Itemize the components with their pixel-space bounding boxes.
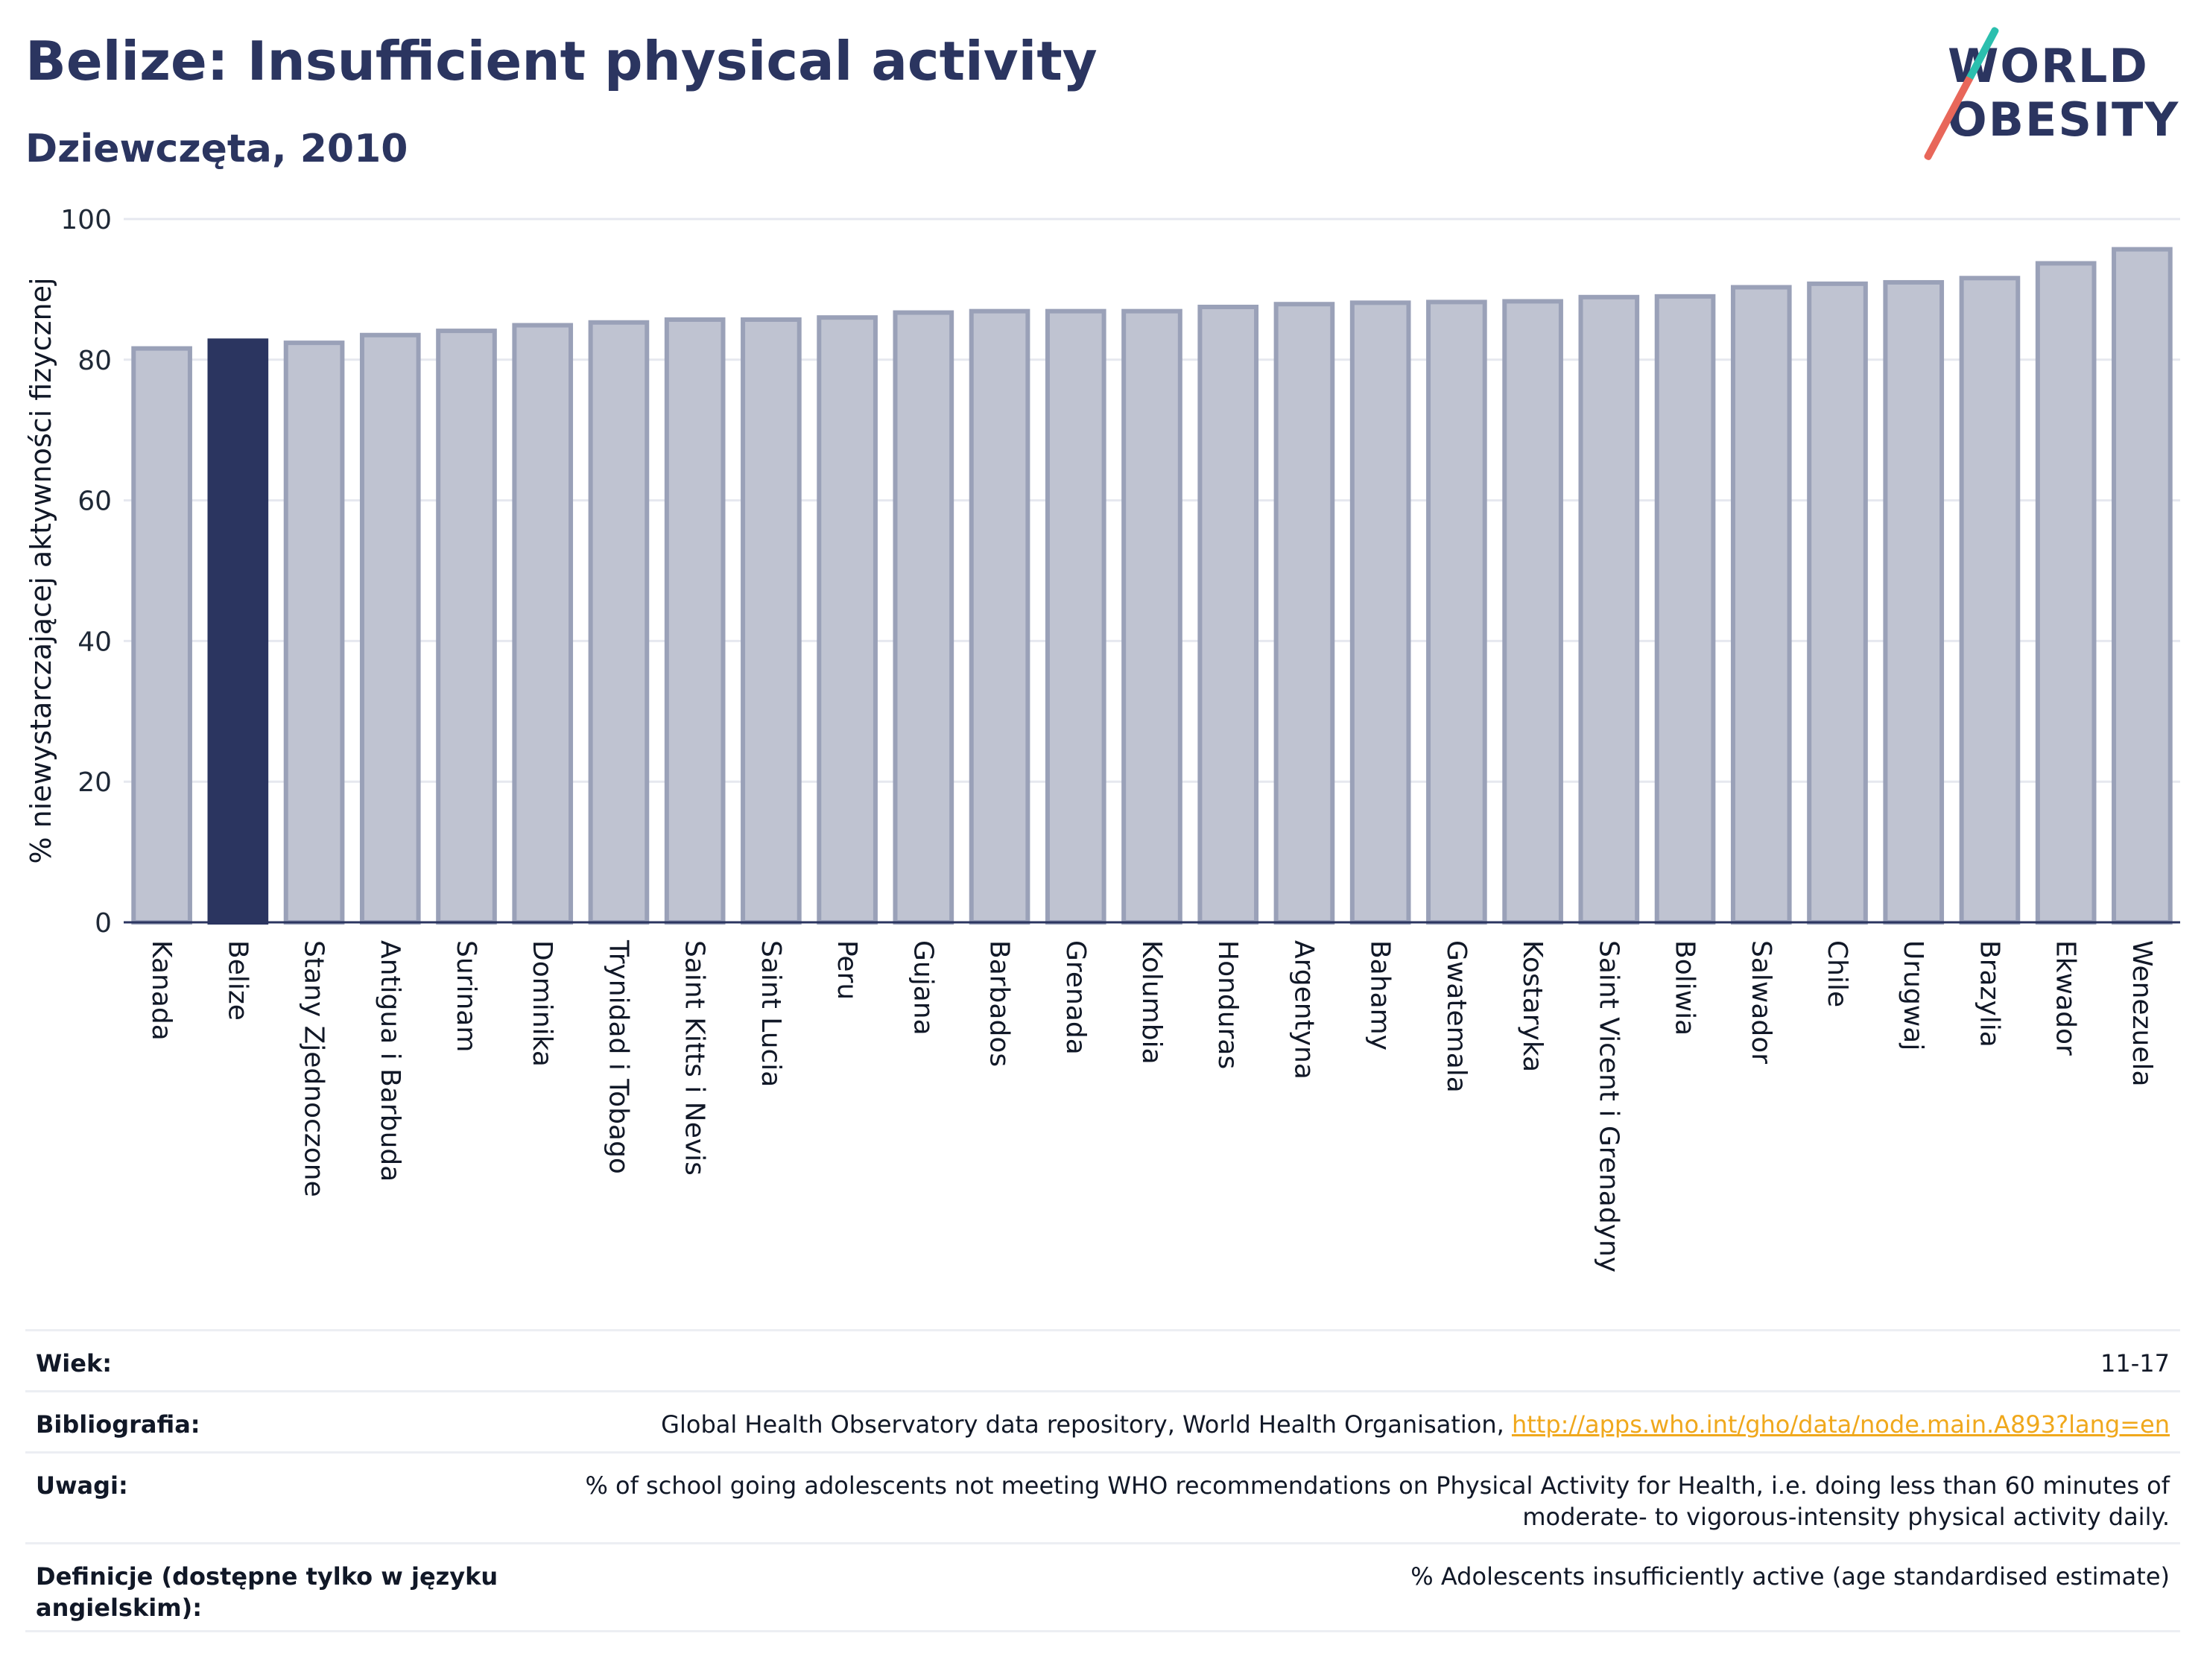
meta-definitions-label: Definicje (dostępne tylko w języku angie…: [36, 1561, 498, 1623]
x-tick-label: Stany Zjednoczone: [299, 940, 329, 1197]
y-tick-label: 60: [77, 486, 112, 517]
x-tick-label: Saint Vicent i Grenadyny: [1593, 940, 1624, 1272]
metadata-table: Wiek: 11-17 Bibliografia: Global Health …: [25, 1329, 2180, 1642]
y-tick-label: 0: [95, 908, 112, 939]
y-axis-label: % niewystarczającej aktywności fizycznej: [25, 277, 57, 863]
bar: [436, 329, 497, 925]
meta-row-definitions: Definicje (dostępne tylko w języku angie…: [25, 1542, 2180, 1632]
meta-bibliography-label: Bibliografia:: [36, 1410, 200, 1439]
x-tick-label: Urugwaj: [1898, 940, 1928, 1050]
meta-notes-label: Uwagi:: [36, 1471, 128, 1500]
x-tick-label: Argentyna: [1288, 940, 1319, 1080]
world-obesity-logo: WORLD OBESITY: [1923, 26, 2191, 164]
x-tick-label: Honduras: [1212, 940, 1243, 1069]
x-tick-label: Kolumbia: [1136, 940, 1167, 1065]
meta-age-label: Wiek:: [36, 1349, 113, 1378]
x-tick-label: Boliwia: [1670, 940, 1700, 1036]
meta-notes-value: % of school going adolescents not meetin…: [585, 1470, 2170, 1532]
bar: [512, 323, 574, 925]
bar: [741, 317, 802, 925]
meta-bibliography-value: Global Health Observatory data repositor…: [661, 1409, 2170, 1440]
chart-title: Belize: Insufficient physical activity: [25, 30, 1098, 92]
bar: [1197, 305, 1259, 925]
x-tick-label: Trynidad i Tobago: [603, 939, 633, 1174]
bar: [1121, 308, 1182, 925]
bar: [1502, 299, 1563, 925]
x-tick-label: Peru: [832, 940, 862, 1000]
y-tick-label: 20: [77, 767, 112, 798]
x-tick-label: Saint Kitts i Nevis: [680, 940, 710, 1176]
meta-age-value: 11-17: [2100, 1349, 2170, 1378]
y-tick-label: 40: [77, 627, 112, 657]
bar: [1426, 299, 1487, 925]
x-tick-label: Dominika: [527, 940, 557, 1067]
x-tick-label: Saint Lucia: [756, 940, 786, 1087]
x-tick-label: Kostaryka: [1517, 940, 1548, 1072]
bar: [283, 340, 345, 925]
meta-bibliography-text: Global Health Observatory data repositor…: [661, 1410, 1512, 1439]
x-tick-label: Chile: [1822, 940, 1852, 1007]
x-tick-label: Salwador: [1746, 940, 1776, 1064]
bar: [1883, 279, 1945, 925]
x-tick-label: Grenada: [1060, 940, 1091, 1055]
meta-notes-line2: moderate- to vigorous-intensity physical…: [1522, 1503, 2170, 1531]
y-tick-label: 80: [77, 346, 112, 376]
bar: [1045, 308, 1106, 925]
meta-row-age: Wiek: 11-17: [25, 1329, 2180, 1392]
y-tick-label: 100: [60, 205, 112, 235]
bar: [1578, 294, 1640, 925]
x-tick-label: Brazylia: [1974, 940, 2004, 1047]
bar: [2112, 247, 2173, 925]
bar: [2035, 261, 2097, 925]
x-tick-label: Ekwador: [2051, 940, 2081, 1056]
bar: [588, 320, 650, 925]
bar: [1807, 281, 1868, 925]
x-tick-label: Barbados: [984, 940, 1015, 1067]
meta-definitions-label-line1: Definicje (dostępne tylko w języku: [36, 1562, 498, 1591]
bar: [969, 308, 1030, 925]
meta-bottom-rule: [25, 1630, 2180, 1632]
x-tick-label: Surinam: [451, 940, 481, 1052]
bar: [1654, 294, 1716, 925]
bar: [893, 310, 954, 925]
meta-row-bibliography: Bibliografia: Global Health Observatory …: [25, 1390, 2180, 1454]
x-tick-label: Antigua i Barbuda: [375, 940, 405, 1182]
bar: [359, 332, 421, 925]
meta-definitions-label-line2: angielskim):: [36, 1594, 202, 1622]
bar: [1730, 285, 1792, 925]
bar: [131, 346, 192, 925]
x-tick-label: Belize: [222, 940, 253, 1021]
x-tick-label: Gwatemala: [1441, 940, 1472, 1093]
bar: [207, 338, 269, 925]
logo-line2: OBESITY: [1948, 92, 2180, 147]
meta-definitions-value: % Adolescents insufficiently active (age…: [1410, 1562, 2170, 1591]
meta-bibliography-link[interactable]: http://apps.who.int/gho/data/node.main.A…: [1511, 1410, 2170, 1439]
x-tick-label: Wenezuela: [2127, 940, 2157, 1087]
bar: [1273, 302, 1335, 925]
bar: [1349, 300, 1411, 925]
x-tick-label: Kanada: [146, 940, 177, 1041]
meta-notes-line1: % of school going adolescents not meetin…: [585, 1471, 2170, 1500]
chart-subtitle: Dziewczęta, 2010: [25, 127, 408, 171]
bar: [1959, 276, 2021, 925]
meta-row-notes: Uwagi: % of school going adolescents not…: [25, 1451, 2180, 1544]
x-tick-label: Bahamy: [1365, 940, 1396, 1050]
bar: [817, 315, 878, 925]
bar: [664, 317, 726, 925]
x-tick-label: Gujana: [908, 940, 938, 1036]
bar-chart: 0 20 40 60 80 100 % niewystarczającej aktywnoś…: [25, 205, 2180, 1272]
